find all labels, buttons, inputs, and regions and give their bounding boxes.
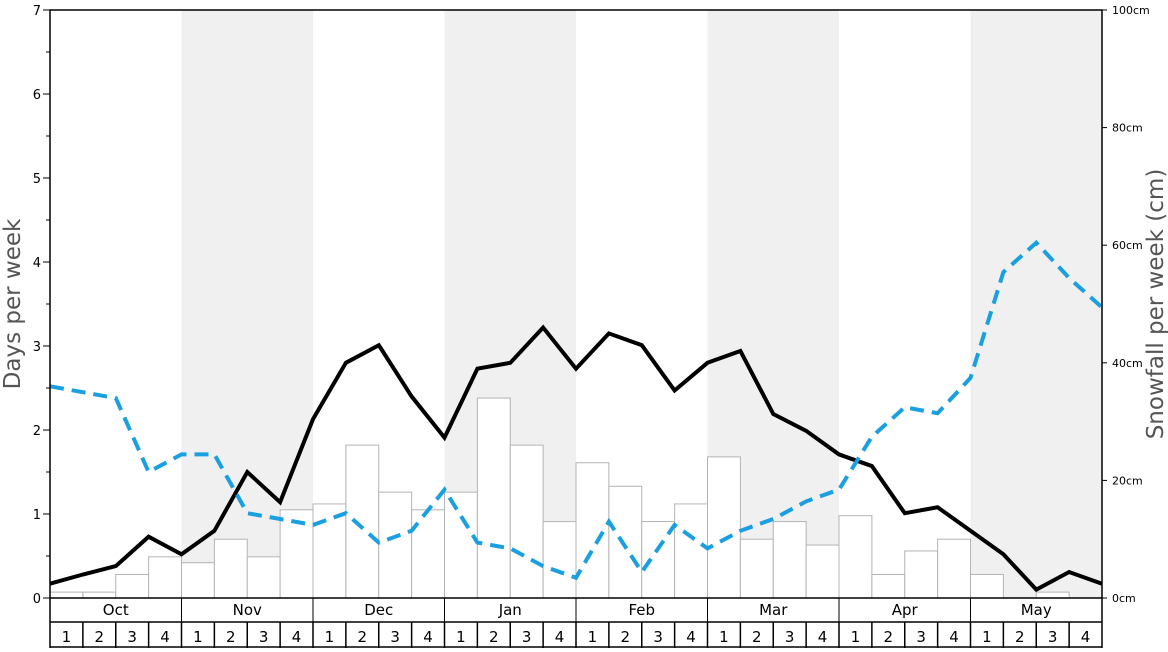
snowfall-bar bbox=[312, 503, 347, 599]
snowfall-bar bbox=[476, 397, 511, 599]
month-label: Mar bbox=[759, 601, 788, 619]
y-right-tick-label: 60cm bbox=[1112, 239, 1143, 252]
y-left-tick-label: 1 bbox=[33, 508, 41, 523]
week-label: 4 bbox=[686, 628, 696, 646]
week-label: 2 bbox=[621, 628, 631, 646]
snowfall-bar bbox=[674, 503, 708, 599]
snowfall-bar bbox=[279, 509, 314, 599]
snowfall-bar bbox=[739, 538, 774, 599]
snowfall-bar bbox=[181, 562, 215, 599]
snowfall-bar bbox=[345, 444, 380, 599]
y-axis-right-title: Snowfall per week (cm) bbox=[1143, 169, 1168, 440]
snowfall-bar bbox=[82, 591, 117, 599]
snowfall-bar bbox=[937, 538, 971, 599]
snowfall-bar bbox=[970, 573, 1004, 599]
month-label: Dec bbox=[364, 601, 393, 619]
week-label: 4 bbox=[818, 628, 828, 646]
week-label: 3 bbox=[785, 628, 795, 646]
week-label: 2 bbox=[1015, 628, 1025, 646]
y-right-tick-label: 100cm bbox=[1112, 4, 1150, 17]
snowfall-bar bbox=[509, 444, 544, 599]
week-label: 2 bbox=[752, 628, 762, 646]
solid-day-line bbox=[49, 324, 1103, 593]
week-label: 3 bbox=[259, 628, 269, 646]
month-shade-nov bbox=[181, 10, 313, 598]
week-label: 1 bbox=[851, 628, 861, 646]
y-left-tick-label: 4 bbox=[33, 256, 41, 271]
month-label: Oct bbox=[103, 601, 129, 619]
y-right-tick-label: 0cm bbox=[1112, 592, 1136, 605]
week-label: 4 bbox=[160, 628, 170, 646]
day-lines bbox=[49, 239, 1104, 593]
snowfall-bar bbox=[246, 556, 281, 599]
week-label: 4 bbox=[292, 628, 302, 646]
snowfall-bar bbox=[772, 521, 807, 599]
snowfall-bar bbox=[148, 556, 182, 599]
y-left-tick-label: 5 bbox=[33, 172, 41, 187]
week-label: 3 bbox=[522, 628, 532, 646]
snowfall-bar bbox=[904, 550, 939, 599]
week-label: 4 bbox=[949, 628, 959, 646]
month-label: Nov bbox=[233, 601, 262, 619]
week-label: 1 bbox=[456, 628, 466, 646]
week-label: 2 bbox=[95, 628, 105, 646]
y-right-tick-label: 80cm bbox=[1112, 122, 1143, 135]
week-label: 1 bbox=[62, 628, 72, 646]
snowfall-bar bbox=[213, 538, 248, 599]
snowfall-bar bbox=[707, 456, 741, 599]
month-shade-may bbox=[970, 10, 1102, 598]
week-label: 2 bbox=[226, 628, 236, 646]
month-label: May bbox=[1021, 601, 1052, 619]
y-left-tick-label: 2 bbox=[33, 424, 41, 439]
y-left-tick-label: 7 bbox=[33, 4, 41, 19]
week-label: 4 bbox=[423, 628, 433, 646]
week-label: 1 bbox=[719, 628, 729, 646]
week-label: 1 bbox=[325, 628, 335, 646]
week-label: 1 bbox=[588, 628, 598, 646]
month-label: Apr bbox=[892, 601, 919, 619]
x-axis-table: Oct Nov Dec Jan Feb Mar Apr May 1 2 3 4 1 2 3 4 1 2 3 4 1 2 3 4… bbox=[49, 598, 1103, 648]
week-label: 3 bbox=[390, 628, 400, 646]
month-shading bbox=[181, 10, 1102, 598]
snowfall-bar bbox=[608, 485, 643, 599]
snowfall-bars bbox=[49, 397, 1070, 599]
snowfall-bar bbox=[444, 491, 478, 599]
y-left-tick-label: 3 bbox=[33, 340, 41, 355]
week-label: 3 bbox=[1048, 628, 1058, 646]
week-label: 3 bbox=[653, 628, 663, 646]
week-label: 4 bbox=[1081, 628, 1091, 646]
month-label: Jan bbox=[498, 601, 522, 619]
y-axis-left-title: Days per week bbox=[0, 218, 26, 389]
snowfall-bar bbox=[871, 573, 906, 599]
y-left-tick-label: 6 bbox=[33, 88, 41, 103]
y-right-tick-label: 20cm bbox=[1112, 474, 1143, 487]
y-right-tick-label: 40cm bbox=[1112, 357, 1143, 370]
snowfall-bar bbox=[115, 573, 150, 599]
week-label: 1 bbox=[982, 628, 992, 646]
dashed-day-line bbox=[49, 239, 1104, 581]
week-label: 3 bbox=[916, 628, 926, 646]
snowfall-bar bbox=[378, 491, 413, 599]
week-label: 2 bbox=[358, 628, 368, 646]
snowfall-bar bbox=[838, 515, 873, 599]
month-label: Feb bbox=[628, 601, 655, 619]
snowfall-bar bbox=[575, 462, 610, 599]
snowfall-bar bbox=[1035, 591, 1070, 599]
snowfall-bar bbox=[49, 591, 84, 599]
snowfall-bar bbox=[542, 521, 577, 599]
snowfall-bar bbox=[805, 544, 840, 599]
y-left-tick-label: 0 bbox=[33, 592, 41, 607]
week-label: 4 bbox=[555, 628, 565, 646]
week-label: 1 bbox=[193, 628, 203, 646]
week-label: 2 bbox=[884, 628, 894, 646]
week-label: 3 bbox=[127, 628, 137, 646]
week-label: 2 bbox=[489, 628, 499, 646]
